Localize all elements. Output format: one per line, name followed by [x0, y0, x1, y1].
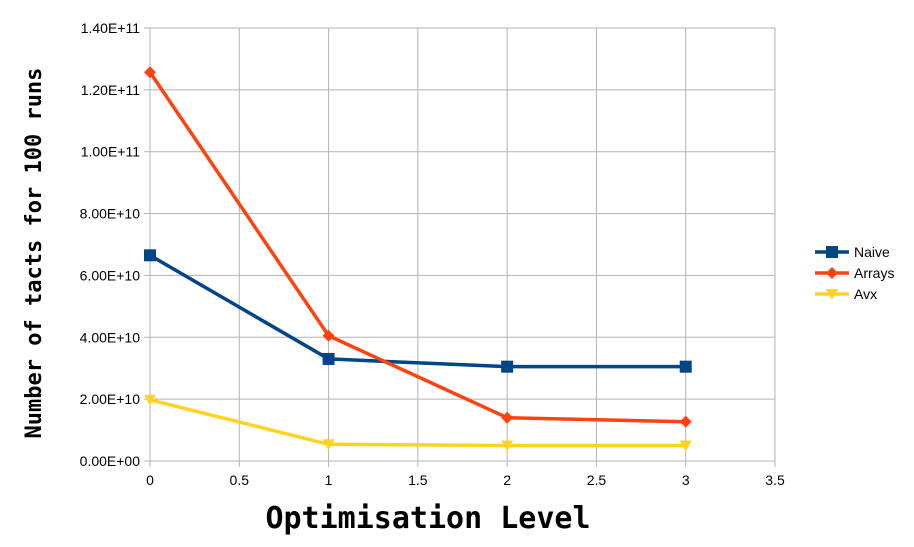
legend-marker-avx: [826, 289, 838, 300]
data-point-avx: [501, 440, 514, 452]
plot-area-frame: [149, 27, 776, 462]
x-tick-label: 1: [325, 472, 333, 488]
legend-marker-naive: [826, 246, 838, 258]
x-tick-label: 2: [503, 472, 511, 488]
x-axis-ticks: 0 0.5 1 1.5 2 2.5 3 3.5: [146, 472, 785, 488]
x-axis-title: Optimisation Level: [265, 501, 590, 536]
data-point-avx: [144, 394, 156, 406]
series-avx: [144, 394, 692, 452]
data-point-avx: [322, 439, 335, 451]
x-tick-label: 2.5: [587, 472, 607, 488]
series-group: [144, 66, 692, 452]
y-tick-label: 6.00E+10: [80, 267, 141, 283]
grid-lines: [144, 27, 776, 467]
x-tick-label: 3.5: [765, 472, 785, 488]
legend-marker-arrays: [826, 267, 838, 279]
legend-item-naive: Naive: [815, 244, 890, 260]
data-point-avx: [679, 440, 692, 452]
y-tick-label: 1.40E+11: [81, 20, 141, 36]
x-tick-label: 0.5: [230, 472, 250, 488]
data-point-arrays: [322, 329, 335, 342]
legend-label: Naive: [854, 244, 890, 260]
series-line-arrays: [148, 71, 686, 424]
legend-item-arrays: Arrays: [815, 265, 894, 281]
y-tick-label: 4.00E+10: [80, 329, 141, 345]
series-line-naive: [149, 253, 686, 369]
x-tick-label: 0: [146, 472, 154, 488]
data-point-naive: [501, 360, 514, 373]
series-naive: [144, 249, 692, 373]
data-point-arrays: [144, 66, 156, 79]
y-axis-ticks: 0.00E+00 2.00E+10 4.00E+10 6.00E+10 8.00E+10…: [80, 20, 141, 469]
y-tick-label: 1.20E+11: [81, 82, 141, 98]
series-line-avx: [149, 398, 686, 448]
series-arrays: [144, 66, 692, 428]
legend-item-avx: Avx: [815, 286, 877, 302]
data-point-arrays: [501, 411, 514, 424]
legend-label: Avx: [854, 286, 877, 302]
y-tick-label: 2.00E+10: [80, 391, 141, 407]
legend-label: Arrays: [854, 265, 894, 281]
legend: Naive Arrays Avx: [815, 244, 894, 302]
data-point-naive: [322, 352, 335, 365]
x-tick-label: 1.5: [408, 472, 428, 488]
y-tick-label: 0.00E+00: [80, 453, 141, 469]
y-tick-label: 1.00E+11: [81, 144, 141, 160]
data-point-arrays: [679, 415, 692, 428]
y-axis-title: Number of tacts for 100 runs: [22, 68, 47, 439]
x-tick-label: 3: [682, 472, 690, 488]
data-point-naive: [144, 249, 156, 262]
data-point-naive: [679, 360, 692, 373]
y-tick-label: 8.00E+10: [80, 206, 141, 222]
